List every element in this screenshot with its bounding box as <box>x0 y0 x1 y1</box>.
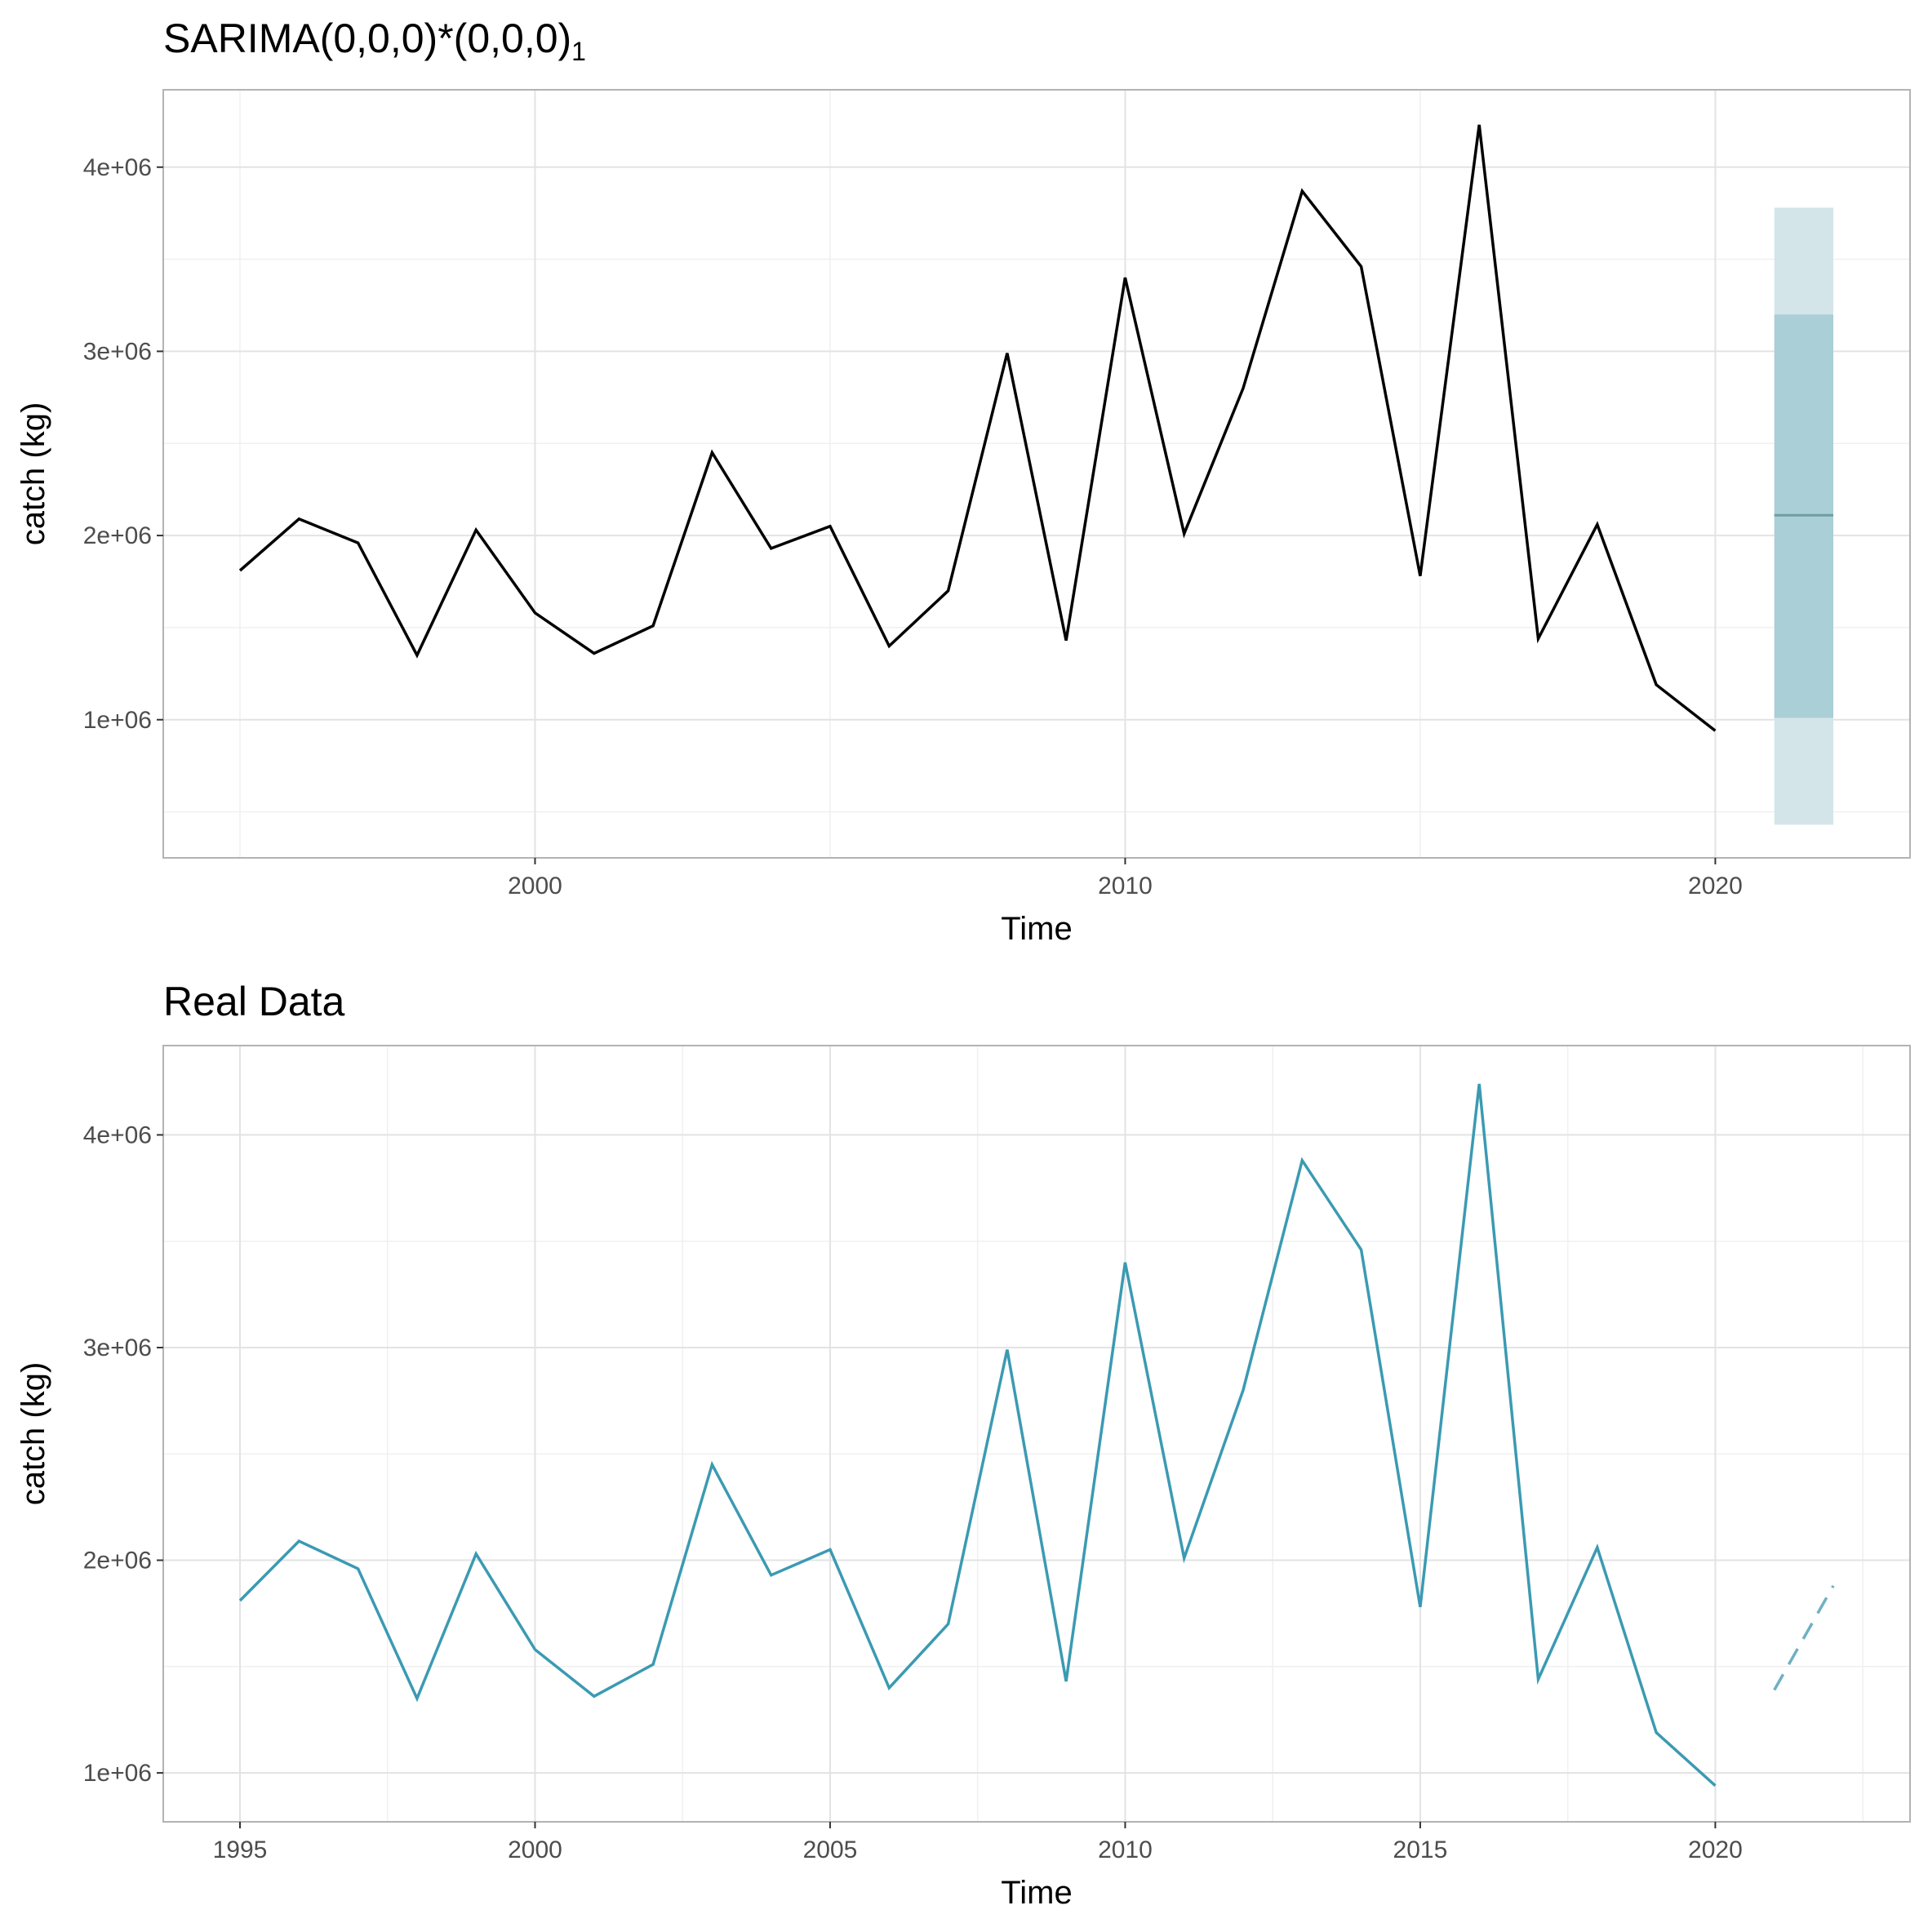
x-tick-label: 2000 <box>508 1837 562 1863</box>
y-axis-title: catch (kg) <box>16 402 51 546</box>
chart-title: Real Data <box>163 979 345 1024</box>
y-tick-label: 4e+06 <box>83 154 152 181</box>
x-tick-label: 2010 <box>1098 1837 1153 1863</box>
real-data-chart: Real Data 1995 2000 2005 2010 2015 2020 1e+06 2… <box>0 963 1928 1928</box>
x-tick-label: 2020 <box>1688 873 1743 899</box>
x-axis-title: Time <box>1001 1875 1072 1911</box>
series-line <box>238 124 1717 732</box>
x-tick-label: 2020 <box>1688 1837 1743 1863</box>
x-tick-label: 2015 <box>1393 1837 1448 1863</box>
forecast-chart: SARIMA(0,0,0)*(0,0,0)1 2000 2010 2020 1e+06… <box>0 0 1928 963</box>
y-tick-label: 4e+06 <box>83 1121 152 1148</box>
y-tick-label: 3e+06 <box>83 338 152 365</box>
y-axis-title: catch (kg) <box>16 1362 51 1506</box>
x-axis-title: Time <box>1001 911 1072 947</box>
projected-series-line <box>1773 1584 1835 1691</box>
x-tick-label: 2010 <box>1098 873 1153 899</box>
y-tick-label: 1e+06 <box>83 1760 152 1787</box>
y-tick-label: 3e+06 <box>83 1335 152 1361</box>
real-data-chart-plot: 1995 2000 2005 2010 2015 2020 1e+06 2e+06 3e+06 4… <box>16 1045 1911 1911</box>
x-tick-label: 2005 <box>803 1837 858 1863</box>
y-tick-label: 2e+06 <box>83 1548 152 1574</box>
y-tick-label: 1e+06 <box>83 707 152 734</box>
forecast-chart-plot: 2000 2010 2020 1e+06 2e+06 3e+06 4e+06 Time catc… <box>16 89 1911 947</box>
panel-border <box>162 89 1911 859</box>
series-line <box>238 1083 1717 1788</box>
y-tick-label: 2e+06 <box>83 522 152 549</box>
panel-border <box>162 1045 1911 1823</box>
x-tick-label: 2000 <box>508 873 562 899</box>
x-tick-label: 1995 <box>213 1837 268 1863</box>
chart-title: SARIMA(0,0,0)*(0,0,0)1 <box>163 16 586 66</box>
